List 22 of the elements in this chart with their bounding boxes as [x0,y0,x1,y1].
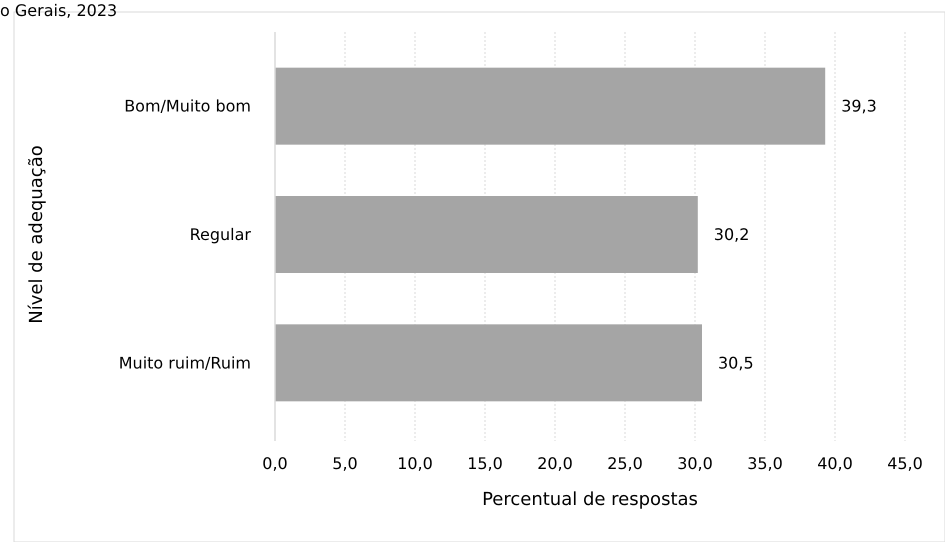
y-axis-title: Nível de adequação [26,145,47,324]
text: o Gerais, 2023 [0,1,118,20]
x-tick-label: 0,0 [262,454,288,473]
y-tick-label: Regular [190,225,252,244]
y-tick-label: Muito ruim/Ruim [118,353,251,372]
x-axis-title: Percentual de respostas [482,489,698,510]
x-tick-label: 35,0 [747,454,783,473]
x-tick-label: 40,0 [817,454,853,473]
x-tick-label: 15,0 [467,454,503,473]
data-label: 39,3 [841,96,877,116]
x-tick-label: 20,0 [537,454,573,473]
x-tick-label: 10,0 [397,454,433,473]
data-label: 30,5 [718,353,754,372]
bar [275,68,826,145]
y-tick-label: Bom/Muito bom [124,96,251,116]
x-tick-label: 30,0 [677,454,713,473]
x-tick-label: 45,0 [887,454,923,473]
x-tick-label: 25,0 [607,454,643,473]
bar [275,324,702,402]
data-label: 30,2 [714,225,750,244]
x-tick-label: 5,0 [332,454,358,473]
bar [275,196,698,273]
